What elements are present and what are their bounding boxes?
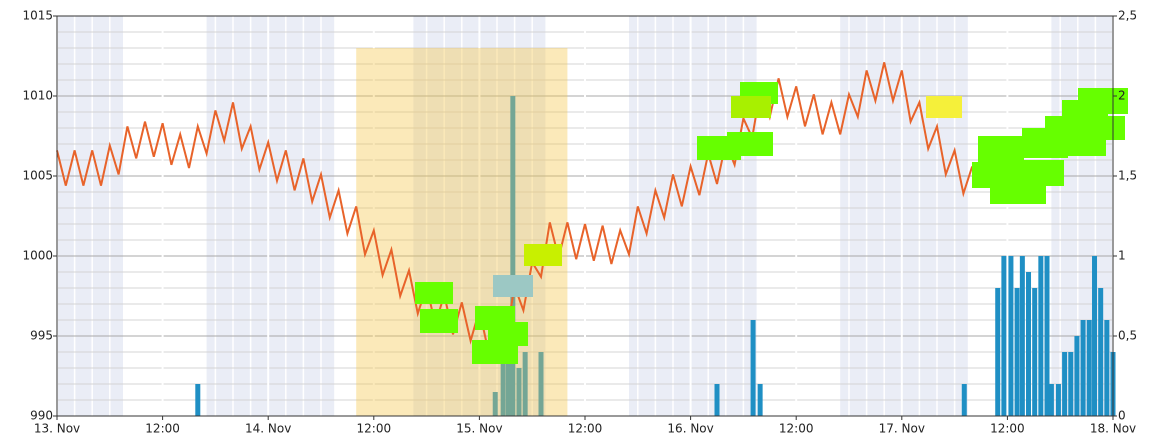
weather-icon	[493, 275, 533, 297]
y-tick-label: 1005	[22, 169, 53, 183]
precip-bar	[1044, 256, 1050, 416]
weather-icon	[926, 96, 962, 118]
background	[56, 15, 1116, 417]
x-tick-label: 14. Nov	[245, 422, 291, 436]
precip-bar	[1048, 384, 1054, 416]
precip-bar	[538, 352, 544, 416]
precip-bar	[1074, 336, 1080, 416]
precip-bar	[1062, 352, 1068, 416]
precip-bar	[1104, 320, 1110, 416]
precip-bar	[516, 368, 522, 416]
weather-icon	[727, 132, 773, 156]
precip-bar	[995, 288, 1001, 416]
x-tick-label: 13. Nov	[34, 422, 80, 436]
precip-bar	[1092, 256, 1098, 416]
precip-bar	[1055, 384, 1061, 416]
shaded-band	[629, 16, 757, 416]
x-tick-label: 12:00	[990, 422, 1025, 436]
precip-bar	[1019, 256, 1025, 416]
y-tick-label: 995	[30, 329, 53, 343]
weather-icon	[1078, 88, 1128, 114]
x-tick-label: 15. Nov	[456, 422, 502, 436]
weather-icon	[1018, 160, 1064, 186]
precip-bar	[522, 352, 528, 416]
precip-bar	[961, 384, 967, 416]
x-tick-label: 18. Nov	[1090, 422, 1136, 436]
x-tick-label: 16. Nov	[667, 422, 713, 436]
precip-bar	[1001, 256, 1007, 416]
weather-icon	[524, 244, 562, 266]
precip-bar	[510, 96, 516, 416]
y-tick-label: 1010	[22, 89, 53, 103]
precip-bar	[1014, 288, 1020, 416]
weather-icon	[415, 282, 453, 304]
precip-bar	[500, 336, 506, 416]
precip-bar	[195, 384, 201, 416]
y2-tick-label: 0	[1118, 409, 1126, 423]
precip-bar	[1032, 288, 1038, 416]
shaded-band	[206, 16, 335, 416]
x-tick-label: 12:00	[357, 422, 392, 436]
y2-tick-label: 1,5	[1118, 169, 1137, 183]
precip-bar	[1068, 352, 1074, 416]
y2-tick-label: 1	[1118, 249, 1126, 263]
y-tick-label: 990	[30, 409, 53, 423]
precip-bar	[750, 320, 756, 416]
weather-icon	[731, 96, 771, 118]
plot-frame	[56, 15, 1114, 417]
precip-bar	[1086, 320, 1092, 416]
precip-bar	[505, 320, 511, 416]
weather-icon	[1085, 116, 1125, 140]
weather-icon	[472, 340, 518, 364]
precip-bar	[714, 384, 720, 416]
precip-bar	[1038, 256, 1044, 416]
y-tick-label: 1000	[22, 249, 53, 263]
weather-icon	[978, 136, 1024, 162]
precip-bar	[1098, 288, 1104, 416]
y-tick-label: 1015	[22, 9, 53, 23]
y2-tick-label: 2,5	[1118, 9, 1137, 23]
precip-bar	[1008, 256, 1014, 416]
y2-tick-label: 2	[1118, 89, 1126, 103]
weather-icons	[415, 82, 1128, 364]
shaded-band	[57, 16, 123, 416]
shaded-band	[840, 16, 968, 416]
x-tick-label: 12:00	[779, 422, 814, 436]
weather-icon	[420, 309, 458, 333]
highlight-range	[356, 48, 568, 416]
precip-bar	[1026, 272, 1032, 416]
x-tick-label: 12:00	[145, 422, 180, 436]
y2-tick-label: 0,5	[1118, 329, 1137, 343]
precip-bar	[1080, 320, 1086, 416]
x-tick-label: 12:00	[568, 422, 603, 436]
x-tick-label: 17. Nov	[879, 422, 925, 436]
precip-bar	[757, 384, 763, 416]
precip-bar	[492, 392, 498, 416]
